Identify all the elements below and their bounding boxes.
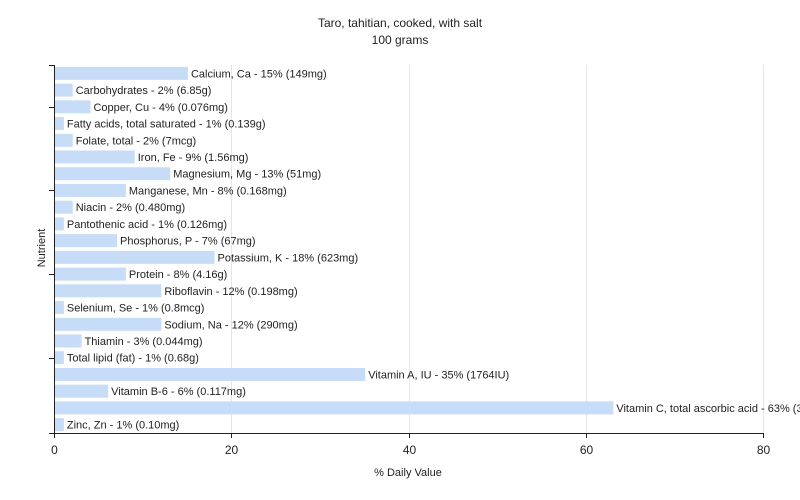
x-tick-label: 0: [51, 443, 58, 457]
bar-label: Iron, Fe - 9% (1.56mg): [138, 152, 249, 164]
bar-label: Vitamin B-6 - 6% (0.117mg): [111, 386, 246, 398]
bar-label: Calcium, Ca - 15% (149mg): [191, 68, 327, 80]
bar: [55, 301, 64, 315]
bar-label: Manganese, Mn - 8% (0.168mg): [129, 185, 287, 197]
x-tick-label: 40: [403, 443, 417, 457]
bar-label: Carbohydrates - 2% (6.85g): [76, 85, 212, 97]
bar: [55, 384, 109, 398]
bar-label: Thiamin - 3% (0.044mg): [85, 336, 203, 348]
bar: [55, 234, 118, 248]
bar: [55, 200, 73, 214]
bar-label: Fatty acids, total saturated - 1% (0.139…: [67, 119, 266, 131]
x-tick-label: 80: [757, 443, 771, 457]
y-axis-label: Nutrient: [36, 229, 48, 268]
bar: [55, 133, 73, 147]
x-tick-label: 60: [580, 443, 594, 457]
bar-label: Vitamin A, IU - 35% (1764IU): [368, 369, 509, 381]
bar-label: Magnesium, Mg - 13% (51mg): [173, 169, 321, 181]
chart-title: Taro, tahitian, cooked, with salt: [318, 16, 483, 30]
axes: 0 20 40 60 80: [49, 65, 770, 457]
bar-label: Total lipid (fat) - 1% (0.68g): [67, 353, 199, 365]
bar: [55, 317, 162, 331]
bar: [55, 401, 614, 415]
bar-label: Selenium, Se - 1% (0.8mcg): [67, 303, 205, 315]
bar-label: Vitamin C, total ascorbic acid - 63% (38…: [616, 403, 800, 415]
bar: [55, 117, 64, 131]
bar-label: Sodium, Na - 12% (290mg): [164, 319, 297, 331]
bar-label: Zinc, Zn - 1% (0.10mg): [67, 420, 179, 432]
bar-label: Niacin - 2% (0.480mg): [76, 202, 185, 214]
bar: [55, 250, 215, 264]
bar: [55, 418, 64, 432]
bar: [55, 334, 82, 348]
bar: [55, 284, 162, 298]
x-tick-label: 20: [225, 443, 239, 457]
bars: Calcium, Ca - 15% (149mg) Carbohydrates -…: [55, 66, 800, 432]
bar-label: Pantothenic acid - 1% (0.126mg): [67, 219, 227, 231]
bar: [55, 167, 171, 181]
bar: [55, 83, 73, 97]
bar: [55, 267, 126, 281]
chart-subtitle: 100 grams: [372, 33, 429, 47]
bar: [55, 100, 91, 114]
bar: [55, 66, 188, 80]
bar: [55, 183, 126, 197]
bar-label: Potassium, K - 18% (623mg): [218, 252, 359, 264]
bar: [55, 351, 64, 365]
bar-label: Copper, Cu - 4% (0.076mg): [93, 102, 228, 114]
bar: [55, 367, 366, 381]
bar-label: Riboflavin - 12% (0.198mg): [164, 286, 297, 298]
bar-label: Phosphorus, P - 7% (67mg): [120, 236, 256, 248]
bar: [55, 217, 64, 231]
bar-label: Folate, total - 2% (7mcg): [76, 135, 196, 147]
bar: [55, 150, 135, 164]
x-axis-label: % Daily Value: [374, 467, 442, 479]
bar-label: Protein - 8% (4.16g): [129, 269, 227, 281]
